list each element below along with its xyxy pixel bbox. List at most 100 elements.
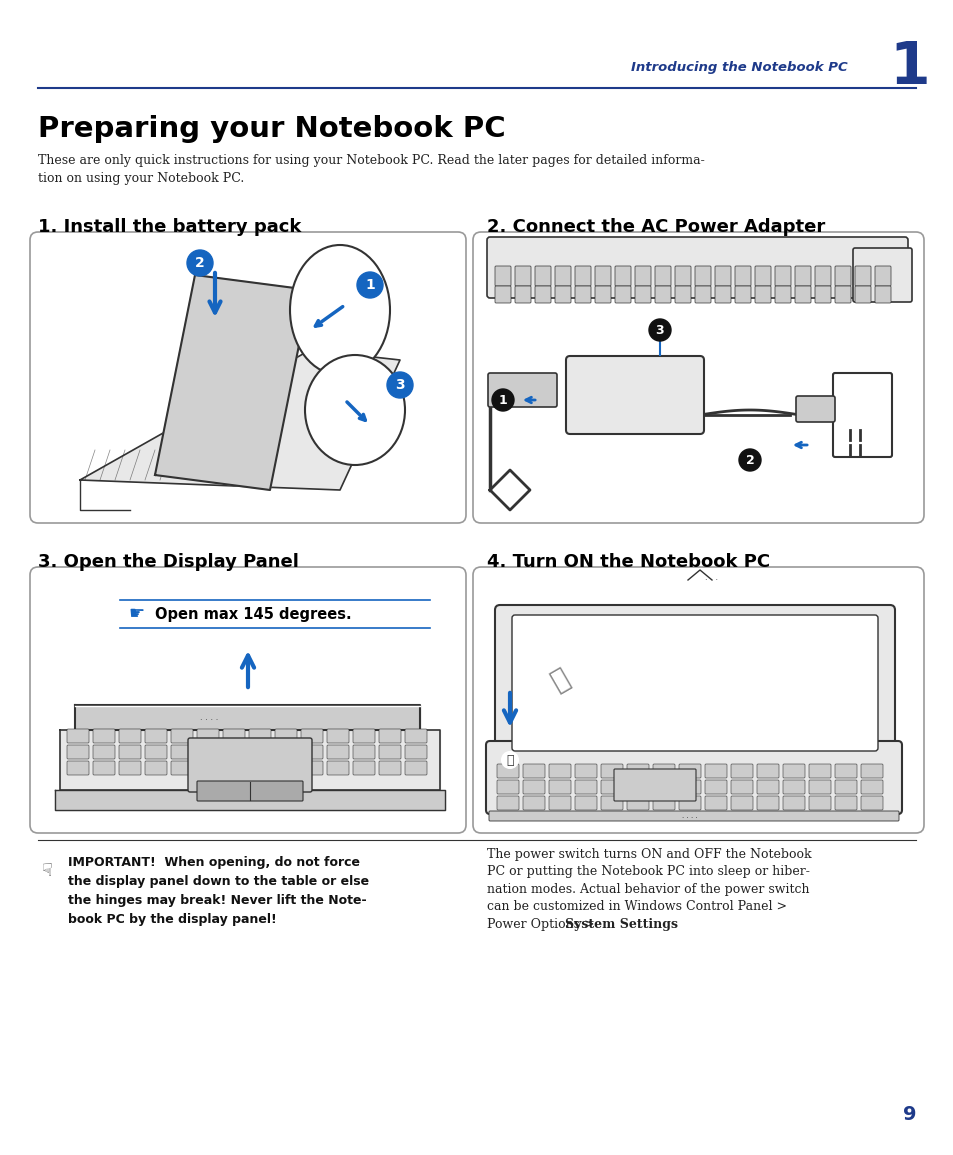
Polygon shape <box>154 275 310 490</box>
Polygon shape <box>75 705 419 730</box>
FancyBboxPatch shape <box>119 745 141 759</box>
FancyBboxPatch shape <box>67 745 89 759</box>
FancyBboxPatch shape <box>675 286 690 303</box>
FancyBboxPatch shape <box>522 780 544 793</box>
FancyBboxPatch shape <box>626 763 648 778</box>
FancyBboxPatch shape <box>575 796 597 810</box>
Circle shape <box>648 319 670 341</box>
FancyBboxPatch shape <box>832 373 891 457</box>
FancyBboxPatch shape <box>635 266 650 286</box>
Text: 2: 2 <box>195 256 205 270</box>
FancyBboxPatch shape <box>675 266 690 286</box>
FancyBboxPatch shape <box>794 286 810 303</box>
FancyBboxPatch shape <box>495 266 511 286</box>
FancyBboxPatch shape <box>782 780 804 793</box>
FancyBboxPatch shape <box>714 266 730 286</box>
Text: Power Options >: Power Options > <box>486 918 598 931</box>
Circle shape <box>187 249 213 276</box>
FancyBboxPatch shape <box>67 729 89 743</box>
FancyBboxPatch shape <box>30 567 465 833</box>
FancyBboxPatch shape <box>119 761 141 775</box>
Polygon shape <box>55 790 444 810</box>
FancyBboxPatch shape <box>67 761 89 775</box>
FancyBboxPatch shape <box>497 780 518 793</box>
FancyBboxPatch shape <box>489 811 898 821</box>
Text: ☛: ☛ <box>128 605 144 623</box>
FancyBboxPatch shape <box>249 729 271 743</box>
FancyBboxPatch shape <box>774 266 790 286</box>
FancyBboxPatch shape <box>405 729 427 743</box>
FancyBboxPatch shape <box>635 286 650 303</box>
FancyBboxPatch shape <box>145 745 167 759</box>
Text: System Settings: System Settings <box>564 918 678 931</box>
FancyBboxPatch shape <box>814 286 830 303</box>
FancyBboxPatch shape <box>874 266 890 286</box>
FancyBboxPatch shape <box>575 763 597 778</box>
FancyBboxPatch shape <box>600 780 622 793</box>
FancyBboxPatch shape <box>808 796 830 810</box>
Text: book PC by the display panel!: book PC by the display panel! <box>68 912 276 926</box>
FancyBboxPatch shape <box>679 780 700 793</box>
FancyBboxPatch shape <box>782 796 804 810</box>
FancyBboxPatch shape <box>405 745 427 759</box>
FancyBboxPatch shape <box>754 266 770 286</box>
FancyBboxPatch shape <box>575 780 597 793</box>
Polygon shape <box>80 350 399 490</box>
FancyBboxPatch shape <box>196 761 219 775</box>
FancyBboxPatch shape <box>196 781 303 802</box>
Text: . . .: . . . <box>704 574 718 582</box>
FancyBboxPatch shape <box>473 567 923 833</box>
FancyBboxPatch shape <box>353 729 375 743</box>
FancyBboxPatch shape <box>522 763 544 778</box>
FancyBboxPatch shape <box>353 761 375 775</box>
FancyBboxPatch shape <box>497 796 518 810</box>
FancyBboxPatch shape <box>485 742 901 814</box>
FancyBboxPatch shape <box>652 780 675 793</box>
FancyBboxPatch shape <box>734 266 750 286</box>
FancyBboxPatch shape <box>575 286 590 303</box>
FancyBboxPatch shape <box>575 266 590 286</box>
Circle shape <box>387 372 413 398</box>
Text: can be customized in Windows Control Panel >: can be customized in Windows Control Pan… <box>486 901 786 914</box>
FancyBboxPatch shape <box>814 266 830 286</box>
FancyBboxPatch shape <box>495 286 511 303</box>
FancyBboxPatch shape <box>734 286 750 303</box>
FancyBboxPatch shape <box>301 761 323 775</box>
FancyBboxPatch shape <box>555 286 571 303</box>
FancyBboxPatch shape <box>512 614 877 751</box>
FancyBboxPatch shape <box>854 286 870 303</box>
FancyBboxPatch shape <box>548 763 571 778</box>
Circle shape <box>492 389 514 411</box>
Text: .: . <box>637 918 640 931</box>
Ellipse shape <box>305 355 405 465</box>
FancyBboxPatch shape <box>353 745 375 759</box>
FancyBboxPatch shape <box>171 745 193 759</box>
FancyBboxPatch shape <box>679 763 700 778</box>
FancyBboxPatch shape <box>615 286 630 303</box>
FancyBboxPatch shape <box>301 745 323 759</box>
FancyBboxPatch shape <box>808 780 830 793</box>
Text: 3: 3 <box>655 323 663 336</box>
Text: ✋: ✋ <box>545 664 574 696</box>
FancyBboxPatch shape <box>171 729 193 743</box>
Text: the display panel down to the table or else: the display panel down to the table or e… <box>68 875 369 888</box>
Circle shape <box>739 449 760 471</box>
FancyBboxPatch shape <box>679 796 700 810</box>
FancyBboxPatch shape <box>834 796 856 810</box>
FancyBboxPatch shape <box>600 796 622 810</box>
FancyBboxPatch shape <box>274 745 296 759</box>
FancyBboxPatch shape <box>535 286 551 303</box>
FancyBboxPatch shape <box>223 729 245 743</box>
FancyBboxPatch shape <box>834 780 856 793</box>
FancyBboxPatch shape <box>495 605 894 765</box>
FancyBboxPatch shape <box>196 729 219 743</box>
FancyBboxPatch shape <box>522 796 544 810</box>
FancyBboxPatch shape <box>704 780 726 793</box>
FancyBboxPatch shape <box>249 761 271 775</box>
FancyBboxPatch shape <box>92 729 115 743</box>
FancyBboxPatch shape <box>555 266 571 286</box>
Text: Preparing your Notebook PC: Preparing your Notebook PC <box>38 116 505 143</box>
FancyBboxPatch shape <box>145 761 167 775</box>
FancyBboxPatch shape <box>757 763 779 778</box>
Text: These are only quick instructions for using your Notebook PC. Read the later pag: These are only quick instructions for us… <box>38 154 704 167</box>
